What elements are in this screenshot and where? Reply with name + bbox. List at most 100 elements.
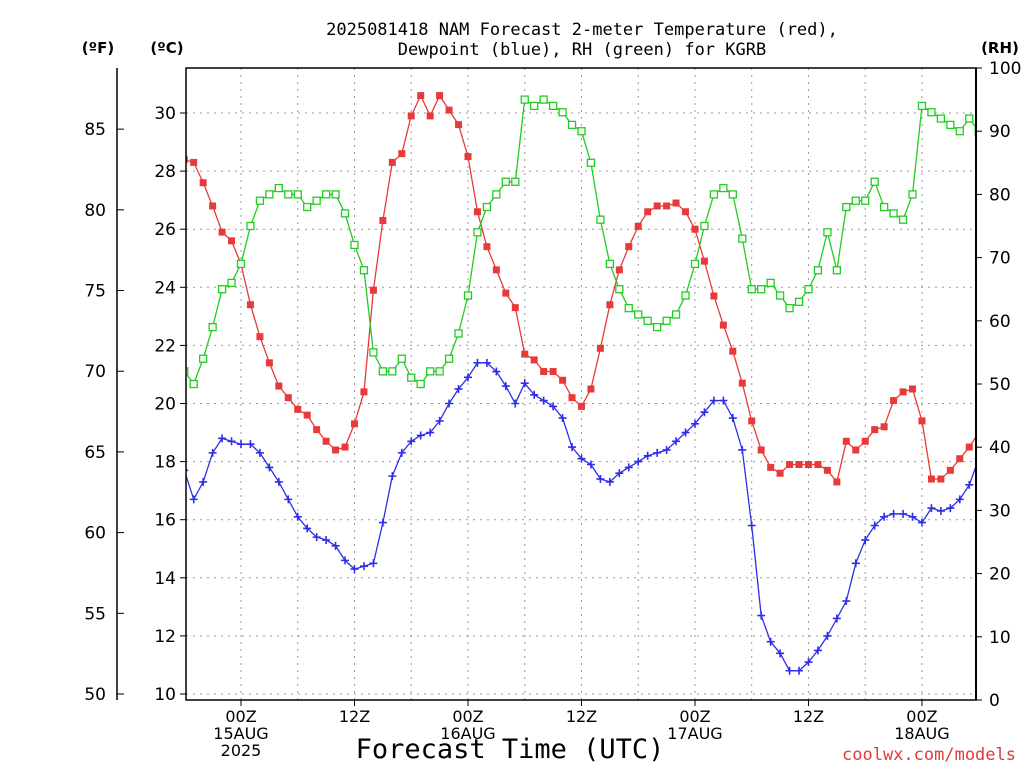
data-point (728, 414, 737, 423)
data-point (549, 368, 557, 376)
data-point (502, 289, 510, 297)
time-tick-label: 17AUG (667, 724, 722, 743)
data-point (842, 437, 850, 445)
celsius-tick-label: 16 (154, 511, 176, 531)
data-point (785, 304, 794, 313)
data-point (369, 348, 378, 357)
time-tick-label: 12Z (566, 707, 597, 726)
celsius-tick-label: 30 (154, 104, 176, 124)
data-point (265, 190, 274, 199)
data-point (483, 243, 491, 251)
fahrenheit-tick-label: 55 (84, 604, 106, 624)
data-point (227, 278, 236, 288)
data-point (861, 196, 870, 205)
rh-unit-label: (RH) (981, 39, 1019, 57)
data-point (217, 285, 227, 294)
data-point (719, 321, 727, 329)
data-point (644, 208, 652, 216)
data-point (567, 120, 577, 130)
rh-tick-label: 20 (989, 565, 1011, 585)
data-point (444, 354, 454, 363)
data-point (492, 190, 501, 199)
data-point (416, 379, 425, 389)
rh-tick-label: 40 (989, 438, 1011, 458)
fahrenheit-tick-label: 65 (84, 443, 106, 463)
data-point (540, 368, 548, 376)
data-point (624, 304, 633, 313)
data-point (738, 234, 747, 243)
data-point (956, 455, 964, 463)
data-point (265, 463, 274, 472)
data-point (397, 448, 406, 457)
time-tick-label: 00Z (452, 707, 483, 726)
data-point (586, 460, 595, 469)
data-point (501, 382, 510, 391)
data-point (804, 461, 812, 469)
rh-tick-label: 80 (989, 185, 1011, 205)
rh-tick-label: 100 (989, 59, 1021, 79)
data-point (312, 533, 321, 542)
data-point (388, 472, 397, 481)
data-point (936, 506, 945, 515)
data-point (321, 190, 331, 199)
data-point (794, 297, 804, 306)
data-point (284, 495, 293, 504)
data-point (199, 477, 208, 486)
data-point (719, 396, 728, 405)
time-tick-label: 00Z (225, 707, 256, 726)
series-0 (186, 92, 976, 486)
data-point (407, 373, 416, 382)
data-point (700, 257, 708, 265)
data-point (350, 420, 358, 428)
data-point (710, 292, 718, 300)
data-point (520, 95, 529, 104)
data-point (388, 158, 396, 166)
data-point (615, 266, 623, 274)
data-point (511, 304, 519, 312)
data-point (340, 209, 350, 218)
data-point (776, 469, 784, 477)
data-point (455, 121, 463, 129)
data-point (492, 266, 500, 274)
data-point (918, 417, 926, 425)
data-point (199, 354, 208, 363)
data-point (936, 114, 946, 123)
fahrenheit-unit-label: (ºF) (82, 39, 114, 57)
data-point (833, 478, 841, 486)
data-point (246, 221, 255, 231)
data-point (842, 597, 851, 606)
data-point (861, 536, 870, 545)
data-point (757, 446, 765, 454)
rh-tick-label: 50 (989, 375, 1011, 395)
data-point (672, 199, 680, 207)
data-point (946, 504, 955, 513)
data-point (186, 469, 189, 472)
data-point (596, 344, 604, 352)
data-point (880, 512, 889, 521)
celsius-tick-label: 20 (154, 395, 176, 415)
series-line (186, 362, 976, 672)
data-point (738, 445, 747, 454)
data-point (274, 183, 283, 193)
data-point (709, 396, 718, 405)
rh-tick-label: 70 (989, 249, 1011, 269)
data-point (246, 440, 255, 449)
data-point (511, 177, 520, 186)
data-point (359, 266, 369, 275)
data-point (559, 376, 567, 384)
data-point (322, 536, 331, 545)
data-point (208, 322, 217, 332)
data-point (927, 475, 935, 483)
data-point (587, 385, 595, 393)
data-point (823, 228, 832, 237)
data-point (275, 382, 283, 390)
data-point (634, 310, 643, 319)
data-point (577, 454, 586, 463)
series-line (186, 94, 976, 484)
fahrenheit-tick-label: 60 (84, 524, 106, 544)
data-point (208, 448, 217, 457)
credit-text: coolwx.com/models (842, 745, 1016, 765)
data-point (748, 417, 756, 425)
rh-tick-label: 10 (989, 628, 1011, 648)
data-point (898, 215, 908, 224)
